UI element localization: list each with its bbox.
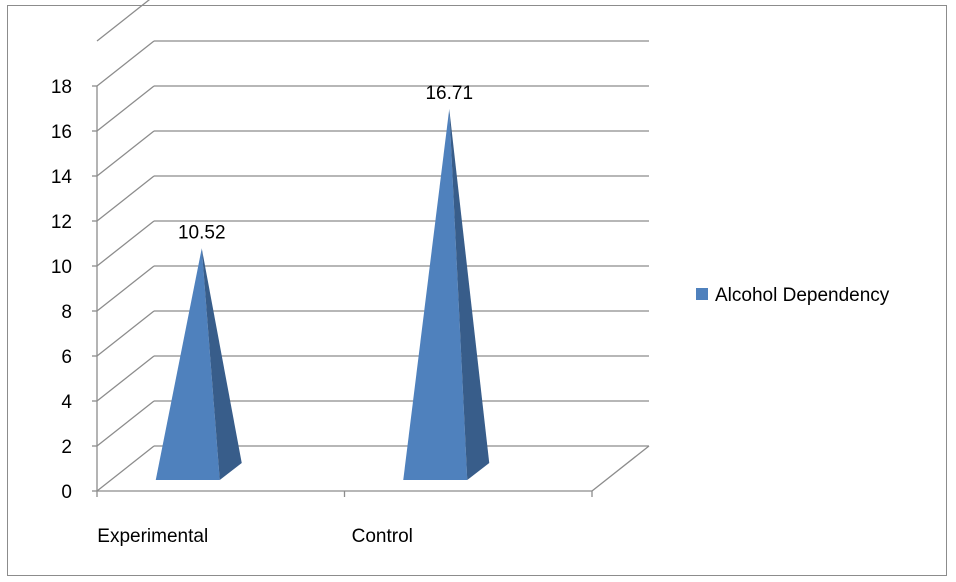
gridline-side (96, 265, 155, 312)
y-tick-label: 8 (61, 302, 72, 323)
legend-swatch (696, 288, 708, 300)
y-tick-label: 4 (61, 392, 72, 413)
chart-frame (7, 5, 947, 576)
gridline-side (96, 85, 155, 132)
gridline-side (96, 40, 155, 87)
y-tick-label: 6 (61, 347, 72, 368)
gridline-side (96, 355, 155, 402)
y-tick-label: 10 (51, 257, 72, 278)
y-tick-label: 12 (51, 212, 72, 233)
bars (155, 109, 490, 481)
gridlines (96, 0, 649, 492)
y-tick-label: 2 (61, 437, 72, 458)
category-label: Control (352, 526, 413, 547)
legend-label: Alcohol Dependency (715, 285, 890, 306)
gridline-side (96, 175, 155, 222)
floor-right-edge (591, 445, 650, 492)
gridline-side (96, 220, 155, 267)
gridline-side (96, 0, 150, 42)
axes (96, 86, 650, 497)
category-labels: Experimental Control (97, 526, 413, 547)
gridline-side (96, 445, 155, 492)
y-axis-ticks: 0 2 4 6 8 10 12 14 16 18 (51, 77, 97, 503)
y-tick-label: 18 (51, 77, 72, 98)
y-tick-label: 16 (51, 122, 72, 143)
pyramid-front-face (155, 248, 220, 480)
data-label: 16.71 (425, 83, 473, 104)
gridline-side (96, 310, 155, 357)
pyramid-front-face (403, 109, 468, 481)
y-tick-label: 14 (51, 167, 73, 188)
category-label: Experimental (97, 526, 208, 547)
gridline-side (96, 400, 155, 447)
y-tick-label: 0 (61, 482, 72, 503)
pyramid-side-face (201, 248, 242, 480)
data-labels: 10.52 16.71 (178, 83, 473, 243)
legend: Alcohol Dependency (696, 285, 890, 306)
gridline-side (96, 130, 155, 177)
data-label: 10.52 (178, 222, 226, 243)
pyramid-side-face (449, 109, 490, 481)
